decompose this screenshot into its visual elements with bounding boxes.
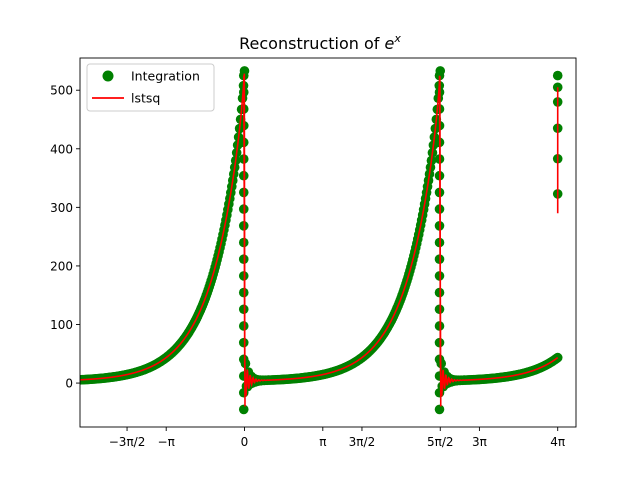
integration-point	[239, 405, 249, 415]
x-tick-label: −3π/2	[109, 435, 146, 449]
y-tick-label: 200	[50, 259, 73, 273]
legend: Integration lstsq	[87, 64, 214, 111]
integration-point	[239, 321, 249, 331]
x-tick-label: −π	[158, 435, 175, 449]
y-tick-label: 0	[65, 377, 73, 391]
integration-point	[239, 355, 249, 365]
x-tick-label: 5π/2	[427, 435, 454, 449]
y-tick-label: 500	[50, 84, 73, 98]
x-tick-label: 3π	[472, 435, 487, 449]
legend-label-lstsq: lstsq	[131, 91, 160, 106]
integration-point	[239, 304, 249, 314]
y-tick-label: 300	[50, 201, 73, 215]
x-tick-label: 0	[241, 435, 249, 449]
y-tick-label: 100	[50, 318, 73, 332]
x-tick-label: 3π/2	[349, 435, 376, 449]
integration-point	[239, 288, 249, 298]
legend-marker-integration	[103, 71, 114, 82]
x-tick-label: 4π	[550, 435, 565, 449]
integration-point	[239, 338, 249, 348]
integration-point	[435, 405, 445, 415]
legend-label-integration: Integration	[131, 69, 200, 84]
x-tick-label: π	[319, 435, 326, 449]
integration-point	[553, 71, 563, 81]
chart-title: Reconstruction of ex	[239, 32, 401, 53]
y-tick-label: 400	[50, 142, 73, 156]
